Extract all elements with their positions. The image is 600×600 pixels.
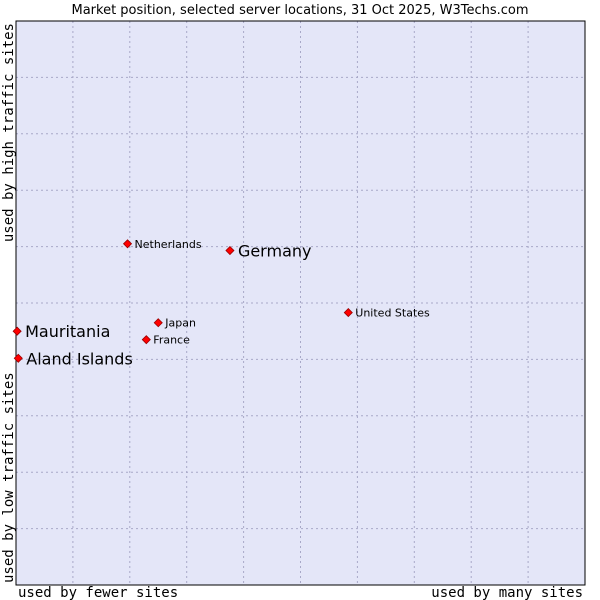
data-point-united-states: United States bbox=[343, 307, 430, 320]
point-label-united-states: United States bbox=[355, 307, 430, 320]
data-points: Netherlands Germany United States Japan Maur… bbox=[12, 238, 430, 368]
x-axis-label-right: used by many sites bbox=[431, 585, 583, 600]
data-point-japan: Japan bbox=[153, 317, 196, 330]
point-label-france: France bbox=[153, 334, 190, 347]
point-label-netherlands: Netherlands bbox=[135, 238, 202, 251]
data-point-netherlands: Netherlands bbox=[122, 238, 202, 251]
point-label-aland-islands: Aland Islands bbox=[26, 349, 133, 368]
point-marker-japan bbox=[153, 318, 163, 328]
point-label-mauritania: Mauritania bbox=[25, 322, 110, 341]
data-point-france: France bbox=[141, 334, 190, 347]
y-axis-label-top: used by high traffic sites bbox=[1, 23, 17, 242]
data-point-germany: Germany bbox=[225, 242, 312, 261]
grid bbox=[16, 21, 585, 585]
chart-title: Market position, selected server locatio… bbox=[71, 3, 528, 18]
point-marker-france bbox=[141, 335, 151, 345]
point-marker-mauritania bbox=[12, 326, 22, 336]
plot-border bbox=[15, 20, 586, 586]
point-marker-united-states bbox=[343, 308, 353, 318]
point-marker-germany bbox=[225, 245, 235, 256]
point-marker-aland-islands bbox=[13, 353, 23, 363]
point-label-japan: Japan bbox=[164, 317, 196, 330]
data-point-mauritania: Mauritania bbox=[12, 322, 110, 341]
point-marker-netherlands bbox=[122, 239, 133, 249]
y-axis-label-bottom: used by low traffic sites bbox=[1, 372, 17, 583]
x-axis-label-left: used by fewer sites bbox=[18, 585, 178, 600]
data-point-aland-islands: Aland Islands bbox=[13, 349, 133, 368]
point-label-germany: Germany bbox=[238, 242, 312, 261]
